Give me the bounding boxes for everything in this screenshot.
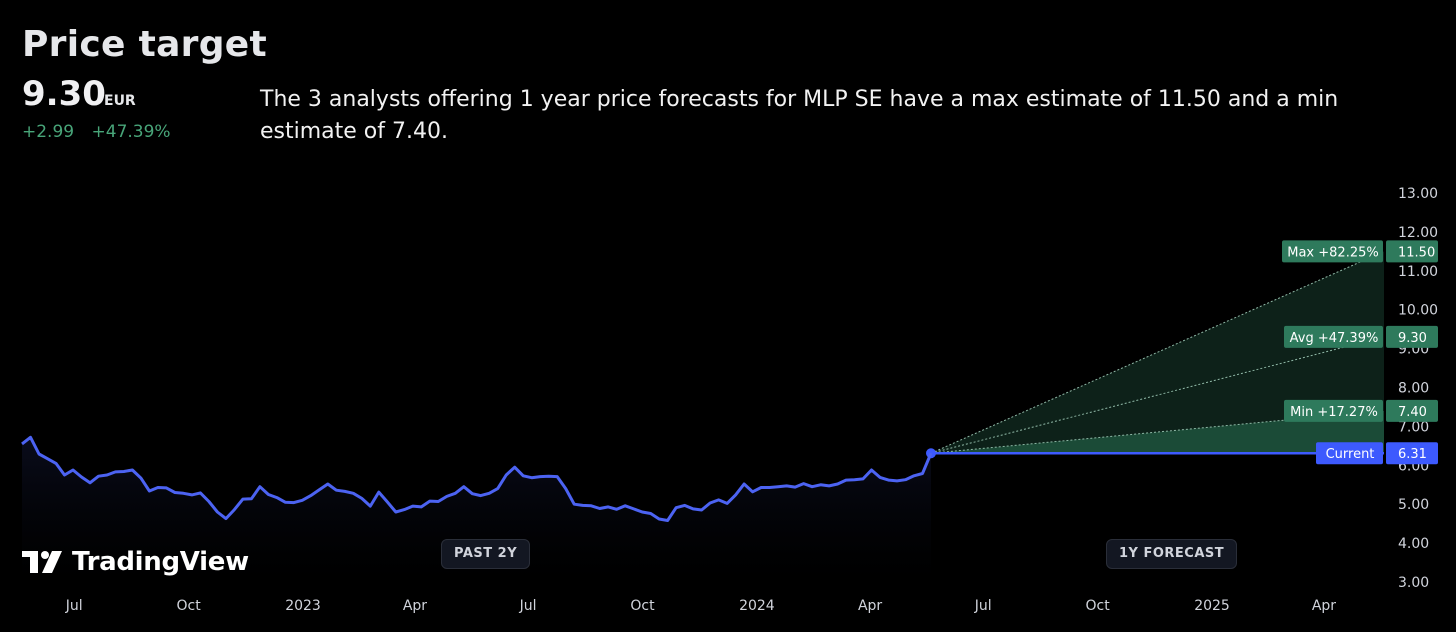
x-tick-label: Oct [177, 598, 202, 614]
x-tick-label: Apr [858, 598, 882, 614]
forecast-range-area [931, 251, 1384, 454]
min-tag: Min +17.27% 7.40 [1284, 399, 1438, 422]
price-change: +2.99 +47.39% [22, 122, 183, 142]
min-tag-value-bg [1386, 399, 1438, 422]
y-tick-label: 12.00 [1398, 225, 1438, 241]
min-tag-label-bg [1284, 399, 1383, 422]
x-tick-label: Jul [974, 598, 992, 614]
y-tick-label: 10.00 [1398, 303, 1438, 319]
y-tick-label: 4.00 [1398, 536, 1429, 552]
past-2y-pill[interactable]: PAST 2Y [441, 539, 531, 569]
page-title: Price target [22, 24, 268, 65]
current-tag: Current 6.31 [1316, 442, 1438, 465]
analyst-description: The 3 analysts offering 1 year price for… [260, 87, 1339, 144]
x-tick-label: Jul [65, 598, 83, 614]
max-tag-label-bg [1282, 240, 1383, 263]
y-tick-label: 7.00 [1398, 419, 1429, 435]
y-tick-label: 11.00 [1398, 264, 1438, 280]
history-area-fill [22, 437, 931, 582]
price-target-value: 9.30 [22, 74, 106, 114]
avg-tag-label: Avg +47.39% [1290, 331, 1379, 346]
x-tick-label: 2024 [739, 598, 775, 614]
price-history-line [21, 435, 933, 522]
forecast-avg-line [930, 336, 1385, 454]
avg-tag-value-bg [1386, 325, 1438, 348]
max-tag: Max +82.25% 11.50 [1282, 240, 1438, 263]
x-tick-label: Oct [630, 598, 655, 614]
tradingview-wordmark: TradingView [72, 547, 249, 577]
current-tag-label: Current [1326, 447, 1375, 462]
x-tick-label: Oct [1086, 598, 1111, 614]
y-tick-label: 13.00 [1398, 186, 1438, 202]
x-tick-label: Jul [519, 598, 537, 614]
forecast-max-line [930, 250, 1385, 454]
x-tick-label: 2025 [1194, 598, 1230, 614]
1y-forecast-pill[interactable]: 1Y FORECAST [1106, 539, 1238, 569]
y-tick-label: 8.00 [1398, 381, 1429, 397]
max-tag-value: 11.50 [1398, 245, 1435, 260]
avg-tag-value: 9.30 [1398, 331, 1427, 346]
tradingview-logo[interactable]: TradingView [22, 545, 249, 579]
min-tag-value: 7.40 [1398, 405, 1427, 420]
y-tick-label: 3.00 [1398, 575, 1429, 591]
x-tick-label: Apr [403, 598, 427, 614]
min-tag-label: Min +17.27% [1290, 405, 1378, 420]
avg-tag-label-bg [1284, 325, 1383, 348]
y-tick-label: 5.00 [1398, 497, 1429, 513]
change-percent: +47.39% [91, 122, 171, 142]
current-tag-label-bg [1316, 442, 1383, 465]
current-tag-value: 6.31 [1398, 447, 1427, 462]
max-tag-label: Max +82.25% [1287, 245, 1378, 260]
current-tag-value-bg [1386, 442, 1438, 465]
x-tick-label: 2023 [285, 598, 321, 614]
x-tick-label: Apr [1312, 598, 1336, 614]
change-absolute: +2.99 [22, 122, 75, 142]
max-tag-value-bg [1386, 240, 1438, 263]
avg-tag: Avg +47.39% 9.30 [1284, 325, 1438, 348]
currency-label: EUR [104, 93, 136, 109]
tradingview-logo-icon [22, 551, 62, 573]
